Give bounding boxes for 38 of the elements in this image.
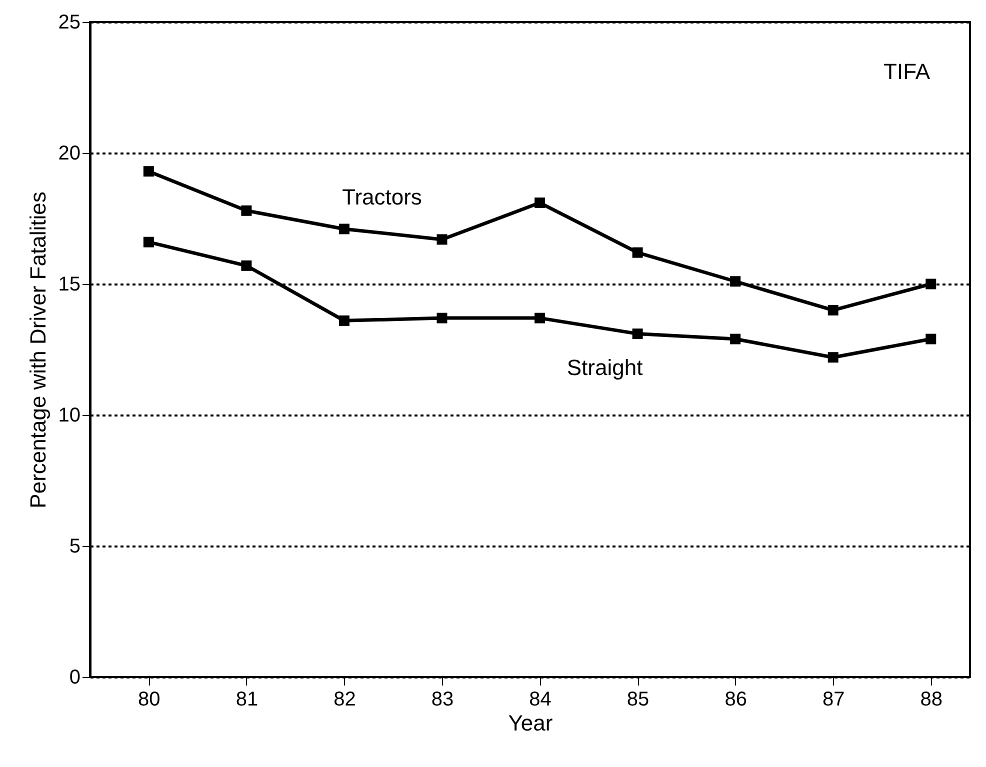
point xyxy=(926,278,936,290)
x-tick-label: 84 xyxy=(529,688,552,710)
x-tick-label: 81 xyxy=(236,688,258,710)
x-tick-label: 80 xyxy=(138,688,160,710)
series-label: Straight xyxy=(566,355,643,380)
point xyxy=(730,334,741,344)
point xyxy=(534,312,546,324)
point xyxy=(534,198,546,208)
y-tick-label: 20 xyxy=(58,142,80,164)
point xyxy=(828,352,838,363)
point xyxy=(436,234,448,245)
point xyxy=(926,334,936,344)
x-tick-label: 82 xyxy=(334,688,356,710)
y-tick-label: 15 xyxy=(58,274,80,296)
point xyxy=(338,315,350,326)
point xyxy=(241,205,252,216)
y-tick-label: 25 xyxy=(58,12,80,34)
point xyxy=(828,304,838,316)
y-axis-title: Percentage with Driver Fatalities xyxy=(25,192,50,508)
point xyxy=(143,236,154,248)
x-tick-label: 86 xyxy=(724,688,747,710)
x-tick-label: 83 xyxy=(431,688,454,710)
x-tick-label: 88 xyxy=(920,688,943,710)
annotation: TIFA xyxy=(884,59,930,84)
y-tick-label: 5 xyxy=(69,536,80,558)
y-tick-label: 0 xyxy=(69,666,80,688)
point xyxy=(436,312,448,324)
point xyxy=(338,224,350,234)
y-tick-label: 10 xyxy=(58,404,80,426)
point xyxy=(632,247,643,258)
series-label: Tractors xyxy=(342,184,422,210)
x-tick-label: 85 xyxy=(626,688,650,710)
point xyxy=(730,276,741,287)
x-tick-label: 87 xyxy=(822,688,845,710)
x-axis-title: Year xyxy=(508,710,553,736)
point xyxy=(632,328,643,340)
point xyxy=(241,260,252,271)
point xyxy=(143,166,154,177)
